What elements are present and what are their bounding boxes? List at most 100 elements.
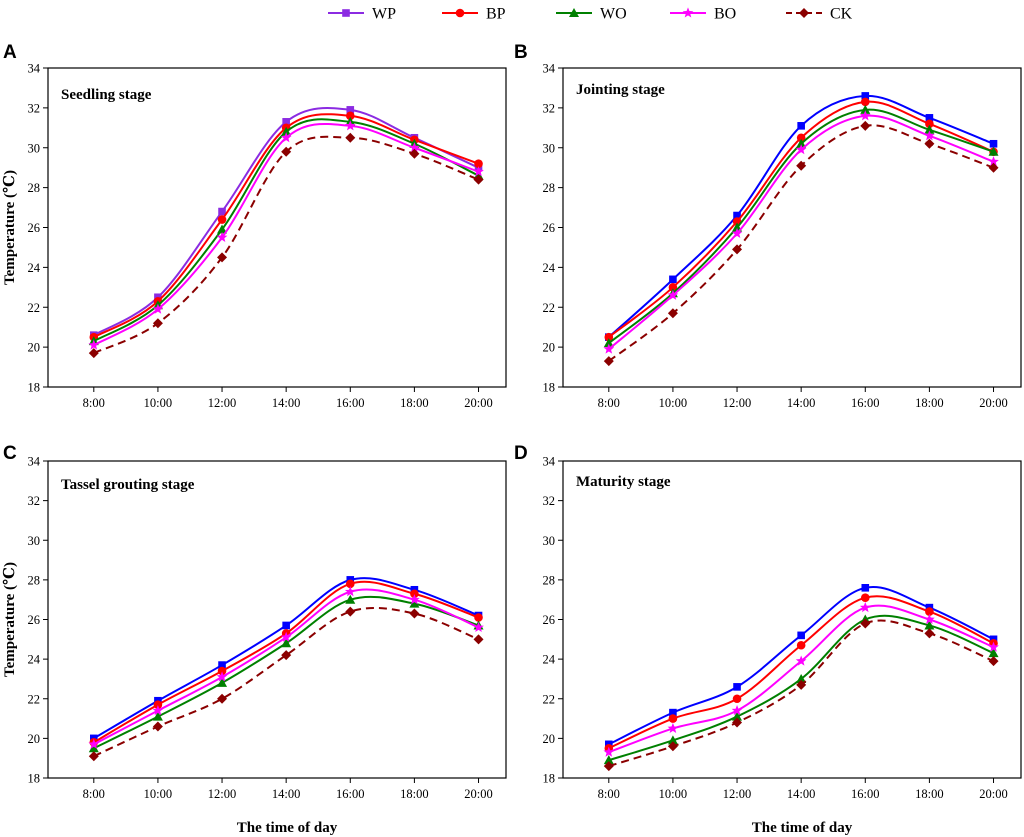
data-point-ck [409, 148, 420, 159]
data-point-bo [924, 130, 935, 141]
data-point-wo [860, 104, 871, 114]
panel-letter: D [514, 443, 528, 464]
data-point-ck [860, 618, 871, 629]
plot-frame [562, 460, 1022, 779]
data-point-wp [797, 122, 805, 130]
data-point-bo [731, 705, 743, 716]
stage-title: Tassel grouting stage [61, 477, 195, 493]
data-point-bo [924, 613, 935, 625]
legend-label-bo: BO [714, 6, 736, 23]
data-point-wo [345, 594, 356, 604]
legend-label-wp: WP [372, 6, 396, 23]
data-point-bo [152, 303, 164, 314]
x-tick-label: 20:00 [464, 396, 492, 410]
data-point-ck [732, 244, 743, 255]
data-point-wo [603, 755, 614, 765]
data-point-ck [732, 717, 743, 728]
legend-marker-bp [455, 8, 465, 18]
data-point-bp [474, 613, 483, 622]
y-tick-label: 24 [28, 261, 41, 275]
data-point-bo [88, 339, 100, 350]
data-point-ck [345, 132, 356, 143]
series-ck [88, 132, 484, 359]
y-tick-label: 18 [543, 772, 556, 786]
series-line-ck [608, 124, 994, 362]
data-point-bp [925, 119, 934, 129]
x-tick-label: 12:00 [723, 396, 751, 410]
data-point-ck [409, 608, 420, 619]
y-tick-label: 26 [543, 221, 556, 235]
y-tick-label: 30 [543, 141, 556, 155]
y-tick-label: 30 [543, 534, 556, 548]
data-point-wp [733, 683, 741, 691]
legend-label-bp: BP [486, 6, 506, 23]
y-tick-label: 26 [543, 613, 556, 627]
series-wp [605, 584, 998, 749]
y-tick-label: 34 [28, 455, 41, 469]
x-tick-label: 8:00 [83, 787, 105, 801]
data-point-ck [217, 252, 228, 263]
x-tick-label: 18:00 [915, 396, 943, 410]
data-point-bo [795, 144, 807, 155]
x-tick-label: 16:00 [336, 396, 364, 410]
y-tick-label: 18 [28, 772, 41, 786]
x-tick-label: 20:00 [979, 787, 1007, 801]
data-point-wp [797, 631, 805, 640]
data-point-wp [861, 92, 870, 100]
data-point-bp [474, 159, 483, 168]
data-point-ck [217, 693, 228, 704]
data-point-bp [860, 593, 870, 603]
data-point-bo [667, 289, 679, 300]
data-point-wp [346, 106, 355, 114]
data-point-wp [669, 708, 677, 717]
data-point-bo [667, 722, 679, 733]
data-point-ck [603, 761, 614, 772]
data-point-bo [280, 631, 292, 642]
series-ck [603, 120, 999, 367]
data-point-ck [988, 656, 999, 667]
y-tick-label: 22 [543, 692, 556, 706]
plot-frame [47, 460, 507, 779]
plot-frame [562, 67, 1022, 388]
legend: WP BP WO BO CK [328, 6, 853, 23]
data-point-bo [409, 142, 420, 153]
legend-marker-bo [682, 7, 694, 18]
x-tick-label: 18:00 [400, 396, 428, 410]
data-point-ck [152, 318, 163, 329]
data-point-bp [410, 589, 419, 599]
data-point-bp [668, 714, 678, 723]
x-tick-label: 10:00 [659, 787, 687, 801]
y-tick-label: 30 [28, 534, 41, 548]
data-point-wo [667, 735, 678, 745]
data-point-bo [216, 671, 228, 682]
data-point-bo [216, 231, 228, 242]
y-tick-label: 32 [28, 494, 41, 508]
data-point-bo [988, 641, 999, 652]
x-tick-label: 8:00 [83, 396, 105, 410]
panel-b: B Jointing stage 18 20 22 24 26 28 30 32 34 8:00 10:… [514, 42, 1022, 410]
panel-letter: B [514, 42, 528, 63]
data-point-bo [988, 156, 999, 167]
series-line-bo [93, 122, 479, 347]
x-tick-label: 12:00 [723, 787, 751, 801]
data-point-wo [217, 677, 228, 687]
y-tick-label: 32 [543, 494, 556, 508]
data-point-wo [281, 126, 292, 136]
data-point-wo [924, 620, 935, 630]
data-point-wp [733, 211, 741, 220]
series-wo [603, 614, 999, 765]
legend-marker-wp [342, 9, 350, 17]
x-tick-label: 16:00 [851, 787, 879, 801]
legend-item-ck: CK [786, 6, 853, 23]
x-tick-label: 18:00 [915, 787, 943, 801]
stage-title: Seedling stage [61, 87, 152, 103]
plot-frame [47, 67, 507, 388]
panel-letter: C [3, 443, 17, 464]
y-tick-label: 34 [543, 455, 556, 469]
data-point-wp [861, 584, 870, 592]
data-point-bo [795, 655, 807, 666]
x-tick-label: 14:00 [272, 787, 300, 801]
data-point-ck [152, 721, 163, 732]
y-tick-label: 20 [543, 732, 556, 746]
y-tick-label: 32 [543, 101, 556, 115]
